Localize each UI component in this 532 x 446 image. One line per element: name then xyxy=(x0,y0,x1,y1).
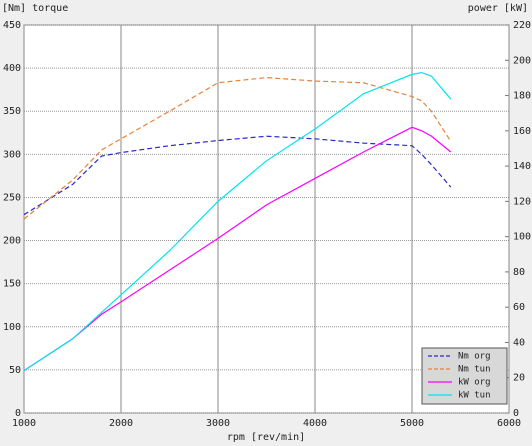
series-line xyxy=(23,126,452,372)
legend-label: Nm tun xyxy=(458,365,491,375)
y-tick-label: 200 xyxy=(3,236,21,247)
x-tick-label: 3000 xyxy=(206,418,230,429)
y2-tick-label: 180 xyxy=(513,91,531,102)
y-tick-label: 300 xyxy=(3,149,21,160)
y2-tick-label: 120 xyxy=(513,196,531,207)
y-axis-label: [Nm] torque xyxy=(2,3,68,14)
x-tick-label: 4000 xyxy=(303,418,327,429)
y-tick-label: 450 xyxy=(3,20,21,31)
y2-tick-label: 0 xyxy=(513,408,519,419)
x-tick-label: 2000 xyxy=(109,418,133,429)
y2-axis-label: power [kW] xyxy=(468,3,528,14)
y2-tick-label: 100 xyxy=(513,232,531,243)
x-axis-label: rpm [rev/min] xyxy=(227,432,305,443)
y-tick-label: 400 xyxy=(3,63,21,74)
legend-label: kW org xyxy=(458,378,491,388)
series-line xyxy=(23,76,452,220)
legend-label: kW tun xyxy=(458,391,491,401)
series-line xyxy=(23,135,452,216)
y-tick-label: 50 xyxy=(9,365,21,376)
y-tick-label: 0 xyxy=(15,408,21,419)
y2-tick-label: 140 xyxy=(513,161,531,172)
y-tick-label: 100 xyxy=(3,322,21,333)
y-tick-label: 250 xyxy=(3,192,21,203)
legend-label: Nm org xyxy=(458,352,491,362)
x-tick-label: 5000 xyxy=(400,418,424,429)
y-tick-label: 350 xyxy=(3,106,21,117)
y-tick-label: 150 xyxy=(3,279,21,290)
y2-tick-label: 20 xyxy=(513,373,525,384)
y2-tick-label: 160 xyxy=(513,126,531,137)
x-tick-label: 1000 xyxy=(12,418,36,429)
x-tick-label: 6000 xyxy=(497,418,521,429)
y2-tick-label: 40 xyxy=(513,337,525,348)
y2-tick-label: 200 xyxy=(513,55,531,66)
y2-tick-label: 80 xyxy=(513,267,525,278)
y2-tick-label: 60 xyxy=(513,302,525,313)
y2-tick-label: 220 xyxy=(513,20,531,31)
series-line xyxy=(23,71,452,372)
